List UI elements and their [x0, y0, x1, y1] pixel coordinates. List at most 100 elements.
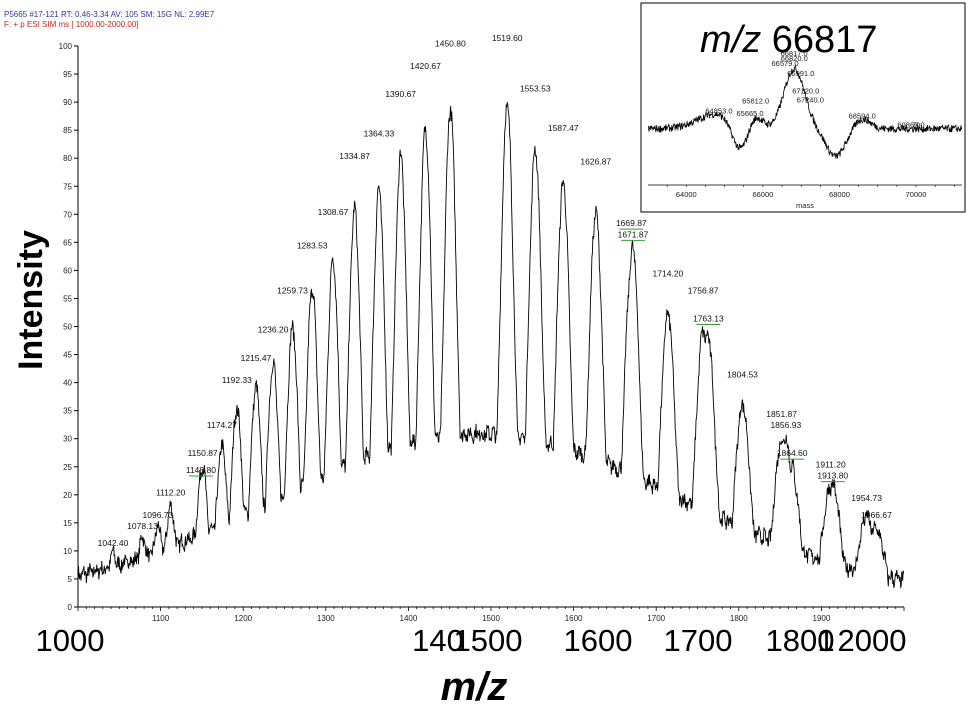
peak-label: 1864.60: [777, 448, 808, 458]
x-tick-label: 1500: [482, 614, 500, 623]
peak-label: 1913.80: [817, 471, 848, 481]
inset-x-tick-label: 68000: [829, 190, 850, 199]
x-tick-label: 1900: [813, 614, 831, 623]
peak-label: 1954.73: [851, 493, 882, 503]
peak-label: 1519.60: [492, 33, 523, 43]
inset-x-tick-label: 64000: [676, 190, 697, 199]
peak-label: 1112.20: [156, 487, 186, 497]
y-tick-label: 0: [68, 603, 73, 612]
y-tick-label: 10: [63, 547, 72, 556]
x-big-tick-label: 1: [817, 623, 834, 658]
x-big-tick-label: 2000: [838, 623, 907, 658]
y-tick-label: 50: [63, 323, 72, 332]
inset-peak-label: 66820.0: [781, 54, 808, 63]
spectrum-series: [77, 101, 905, 589]
peak-label: 1078.13: [127, 521, 158, 531]
y-tick-label: 85: [63, 126, 72, 135]
peak-label: 1763.13: [693, 314, 724, 324]
inset-peak-label: 65812.0: [742, 97, 769, 106]
x-big-tick-label: 1500: [454, 623, 523, 658]
y-axis-title: Intensity: [12, 230, 50, 370]
x-big-tick-label: 1700: [664, 623, 733, 658]
x-axis-title: m/z: [441, 665, 508, 704]
peak-label: 1283.53: [297, 241, 328, 251]
peak-label: 1714.20: [653, 269, 684, 279]
peak-label: 1259.73: [277, 285, 308, 295]
inset-x-tick-label: 70000: [906, 190, 927, 199]
peak-label: 1150.87: [188, 448, 218, 458]
x-tick-label: 1700: [647, 614, 665, 623]
y-tick-label: 45: [63, 351, 72, 360]
peak-label: 1587.47: [548, 123, 579, 133]
inset-peak-label: 65665.0: [736, 109, 763, 118]
peak-label: 1966.67: [861, 510, 892, 520]
peak-label: 1174.27: [207, 420, 237, 430]
peak-label: 1192.33: [222, 375, 252, 385]
peak-label: 1856.93: [770, 420, 801, 430]
x-big-tick-label: 1800: [766, 623, 835, 658]
y-tick-label: 20: [63, 491, 72, 500]
x-tick-label: 1200: [234, 614, 252, 623]
inset-peak-label: 66817.0: [781, 49, 808, 58]
peak-label: 1669.87: [616, 218, 647, 228]
x-big-tick-label: 140: [412, 623, 464, 658]
inset-title-italic: m/z: [700, 19, 772, 61]
inset-trace: [647, 64, 963, 159]
inset-series: [647, 64, 963, 159]
inset-peak-label: 68594.0: [849, 112, 876, 121]
y-tick-label: 65: [63, 238, 72, 247]
inset-peak-label: 66579.0: [771, 59, 798, 68]
y-tick-label: 30: [63, 435, 72, 444]
y-tick-label: 55: [63, 294, 72, 303]
peak-label: 1334.87: [339, 151, 370, 161]
peak-label: 1851.87: [766, 409, 797, 419]
peak-label: 1450.80: [435, 39, 466, 49]
y-tick-label: 95: [63, 70, 72, 79]
peak-label: 1756.87: [688, 285, 719, 295]
main-axes: 0 5 10 15 20 25 30 35 40 45 50 55 60 65 70 75 80 85 90 95 10…: [36, 42, 907, 658]
inset-x-tick-label: 66000: [752, 190, 773, 199]
peak-label: 1390.67: [385, 89, 416, 99]
y-tick-label: 70: [63, 210, 72, 219]
y-tick-label: 5: [68, 575, 73, 584]
y-tick-label: 35: [63, 407, 72, 416]
peak-label: 1364.33: [364, 128, 395, 138]
y-tick-label: 25: [63, 463, 72, 472]
inset-peak-label: 64853.0: [705, 107, 732, 116]
inset-title: m/z 66817: [700, 19, 877, 61]
peak-label: 1804.53: [727, 370, 758, 380]
inset-title-value: 66817: [772, 19, 878, 61]
inset-axes: 64000 66000 68000 70000 mass: [648, 184, 962, 210]
inset-peak-label: 70: [912, 120, 920, 129]
y-tick-label: 75: [63, 182, 72, 191]
inset-peak-label: 69869.0: [897, 120, 924, 129]
peak-label: 1096.73: [143, 510, 174, 520]
peak-label: 1308.67: [318, 207, 349, 217]
inset-peak-label: 66991.0: [787, 69, 814, 78]
peak-label: 1671.87: [618, 229, 649, 239]
peak-label: 1626.87: [580, 156, 611, 166]
y-tick-label: 80: [63, 154, 72, 163]
x-tick-label: 1400: [400, 614, 418, 623]
x-big-tick-label: 1000: [36, 623, 105, 658]
filter-header-line: F: + p ESI SIM ms [ 1000.00-2000.00]: [4, 20, 139, 29]
deconvoluted-inset: m/z 66817 64000 66000 68000 70000 mass 64853…: [640, 2, 966, 213]
inset-x-axis-title: mass: [796, 201, 814, 210]
x-tick-label: 1300: [317, 614, 335, 623]
x-tick-label: 1100: [152, 614, 170, 623]
y-tick-label: 90: [63, 98, 72, 107]
y-tick-label: 40: [63, 379, 72, 388]
peak-label: 1148.80: [186, 465, 216, 475]
peak-label: 1911.20: [816, 459, 846, 469]
inset-peak-label: 67120.0: [792, 87, 819, 96]
main-spectrum: [77, 101, 905, 589]
peak-label: 1420.67: [410, 61, 441, 71]
peak-label: 1236.20: [258, 325, 289, 335]
y-tick-label: 100: [59, 42, 73, 51]
peak-label: 1215.47: [241, 353, 272, 363]
peak-label: 1553.53: [520, 83, 551, 93]
y-tick-label: 60: [63, 266, 72, 275]
inset-peak-label: 67240.0: [797, 95, 824, 104]
